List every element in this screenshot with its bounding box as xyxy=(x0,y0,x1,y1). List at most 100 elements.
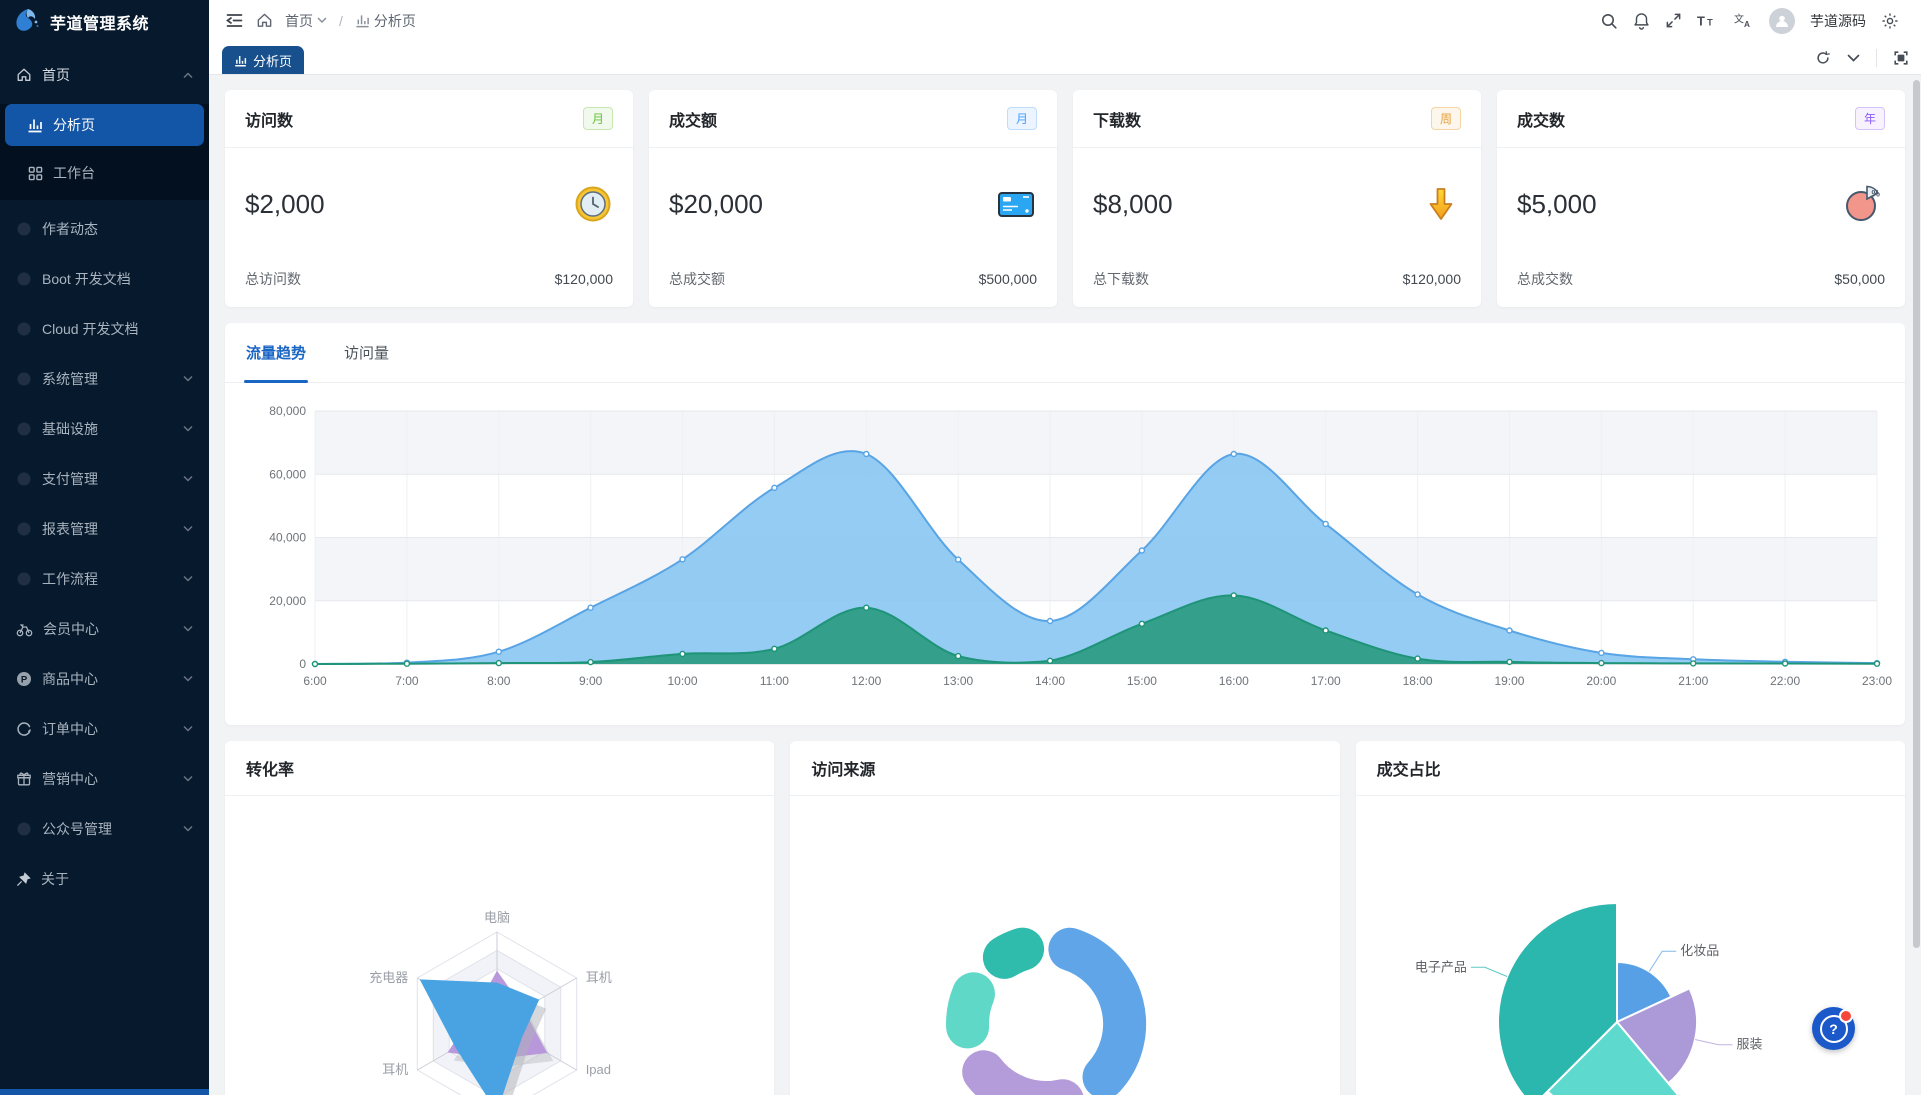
grid-icon xyxy=(28,166,43,181)
sidebar-item-label: Cloud 开发文档 xyxy=(42,321,139,337)
stat-card-value: $8,000 xyxy=(1093,188,1173,219)
sidebar-item-13[interactable]: 订单中心 xyxy=(6,708,203,750)
conversion-radar-chart: 电脑耳机Ipad手机耳机充电器 xyxy=(369,910,612,1095)
trend-tabs: 流量趋势 访问量 xyxy=(225,323,1905,383)
chevron-down-icon xyxy=(183,474,193,484)
menu-fold-icon[interactable] xyxy=(225,11,244,30)
gear-icon[interactable] xyxy=(1881,12,1899,30)
panel-title: 成交占比 xyxy=(1376,762,1441,779)
sidebar-item-label: Boot 开发文档 xyxy=(42,271,131,287)
visit-source-donut-chart xyxy=(946,927,1147,1095)
sidebar-item-1[interactable]: 分析页 xyxy=(5,104,204,146)
svg-text:19:00: 19:00 xyxy=(1494,674,1524,688)
circle-icon xyxy=(16,271,32,287)
app-logo[interactable]: 芋道管理系统 xyxy=(0,0,209,44)
sidebar-item-15[interactable]: 公众号管理 xyxy=(6,808,203,850)
chevron-down-icon xyxy=(183,624,193,634)
bank-card-icon xyxy=(995,184,1037,224)
chevron-down-icon xyxy=(183,774,193,784)
panel-title: 转化率 xyxy=(246,762,295,779)
sidebar-item-4[interactable]: Boot 开发文档 xyxy=(6,258,203,300)
stat-card-title: 下载数 xyxy=(1093,112,1142,130)
stat-footer-value: $500,000 xyxy=(978,271,1037,287)
stat-footer-label: 总下载数 xyxy=(1093,271,1149,287)
svg-text:%: % xyxy=(1872,189,1881,200)
svg-text:16:00: 16:00 xyxy=(1219,674,1249,688)
conversion-rate-panel: 转化率 电脑耳机Ipad手机耳机充电器 xyxy=(225,741,775,1095)
stat-card-title: 成交额 xyxy=(669,112,718,130)
maximize-icon[interactable] xyxy=(1893,50,1909,66)
svg-text:7:00: 7:00 xyxy=(395,674,419,688)
sidebar-item-2[interactable]: 工作台 xyxy=(6,152,203,194)
chevron-down-icon xyxy=(317,17,327,24)
breadcrumb-home[interactable]: 首页 xyxy=(285,11,327,31)
stat-footer-value: $50,000 xyxy=(1834,271,1885,287)
breadcrumb-separator: / xyxy=(339,12,343,29)
sidebar-item-14[interactable]: 营销中心 xyxy=(6,758,203,800)
stat-card-title: 成交数 xyxy=(1517,112,1566,130)
pin-icon xyxy=(16,871,31,887)
tab-analysis-page[interactable]: 分析页 xyxy=(222,46,305,74)
sidebar-item-label: 报表管理 xyxy=(42,521,98,537)
svg-text:服装: 服装 xyxy=(1736,1037,1762,1052)
circle-icon xyxy=(16,321,32,337)
circle-icon xyxy=(16,521,32,537)
sidebar-item-10[interactable]: 工作流程 xyxy=(6,558,203,600)
sidebar-item-7[interactable]: 基础设施 xyxy=(6,408,203,450)
svg-text:文: 文 xyxy=(1734,12,1744,25)
sidebar-item-16[interactable]: 关于 xyxy=(6,858,203,900)
stat-card-2: 下载数 周 $8,000 总下载数 $120,000 xyxy=(1073,90,1481,307)
svg-text:14:00: 14:00 xyxy=(1035,674,1065,688)
sidebar-item-9[interactable]: 报表管理 xyxy=(6,508,203,550)
chevron-down-icon[interactable] xyxy=(1847,54,1860,62)
svg-text:8:00: 8:00 xyxy=(487,674,511,688)
svg-text:电子产品: 电子产品 xyxy=(1415,959,1467,974)
sidebar-menu: 首页分析页工作台作者动态 Boot 开发文档 Cloud 开发文档系统管理基础设施支… xyxy=(0,44,209,900)
svg-text:T: T xyxy=(1697,13,1705,28)
svg-text:充电器: 充电器 xyxy=(369,970,408,985)
breadcrumb-page[interactable]: 分析页 xyxy=(355,11,416,31)
svg-text:23:00: 23:00 xyxy=(1862,674,1892,688)
sidebar-item-0[interactable]: 首页 xyxy=(6,54,203,96)
search-icon[interactable] xyxy=(1600,12,1618,30)
svg-text:40,000: 40,000 xyxy=(269,531,306,545)
sidebar-item-8[interactable]: 支付管理 xyxy=(6,458,203,500)
sidebar-item-6[interactable]: 系统管理 xyxy=(6,358,203,400)
clock-icon xyxy=(573,184,613,224)
home-icon[interactable] xyxy=(256,12,273,29)
stat-card-row: 访问数 月 $2,000 总访问数 $120,000 成交额 月 $20,000 总成交额 $50… xyxy=(225,90,1905,307)
navbar-left: 首页 / 分析页 xyxy=(209,11,416,31)
svg-text:80,000: 80,000 xyxy=(269,404,306,418)
refresh-icon[interactable] xyxy=(1815,50,1831,66)
vertical-scrollbar[interactable] xyxy=(1913,80,1920,948)
tab-controls xyxy=(1815,41,1921,74)
sidebar-item-5[interactable]: Cloud 开发文档 xyxy=(6,308,203,350)
tab-visits[interactable]: 访问量 xyxy=(344,345,390,362)
stat-footer-value: $120,000 xyxy=(1402,271,1461,287)
svg-text:P: P xyxy=(21,674,28,685)
circle-icon xyxy=(16,371,32,387)
help-button[interactable]: ? xyxy=(1812,1007,1855,1050)
tab-traffic-trend[interactable]: 流量趋势 xyxy=(243,323,309,383)
svg-text:Ipad: Ipad xyxy=(586,1062,611,1077)
fullscreen-icon[interactable] xyxy=(1665,12,1682,29)
bar-chart-icon xyxy=(235,55,247,67)
stat-card-title: 访问数 xyxy=(245,112,294,130)
sidebar-item-3[interactable]: 作者动态 xyxy=(6,208,203,250)
bell-icon[interactable] xyxy=(1633,12,1650,30)
sidebar-item-label: 会员中心 xyxy=(43,621,99,637)
username[interactable]: 芋道源码 xyxy=(1810,12,1866,29)
gift-icon xyxy=(16,771,32,787)
sidebar-item-12[interactable]: P 商品中心 xyxy=(6,658,203,700)
period-badge: 月 xyxy=(1006,107,1037,130)
sidebar-collapse-bar[interactable] xyxy=(0,1089,209,1095)
svg-text:17:00: 17:00 xyxy=(1311,674,1341,688)
svg-text:10:00: 10:00 xyxy=(668,674,698,688)
order-icon xyxy=(16,721,32,737)
sidebar-item-11[interactable]: 会员中心 xyxy=(6,608,203,650)
user-avatar[interactable] xyxy=(1769,7,1795,34)
sidebar-item-label: 工作流程 xyxy=(42,571,98,587)
